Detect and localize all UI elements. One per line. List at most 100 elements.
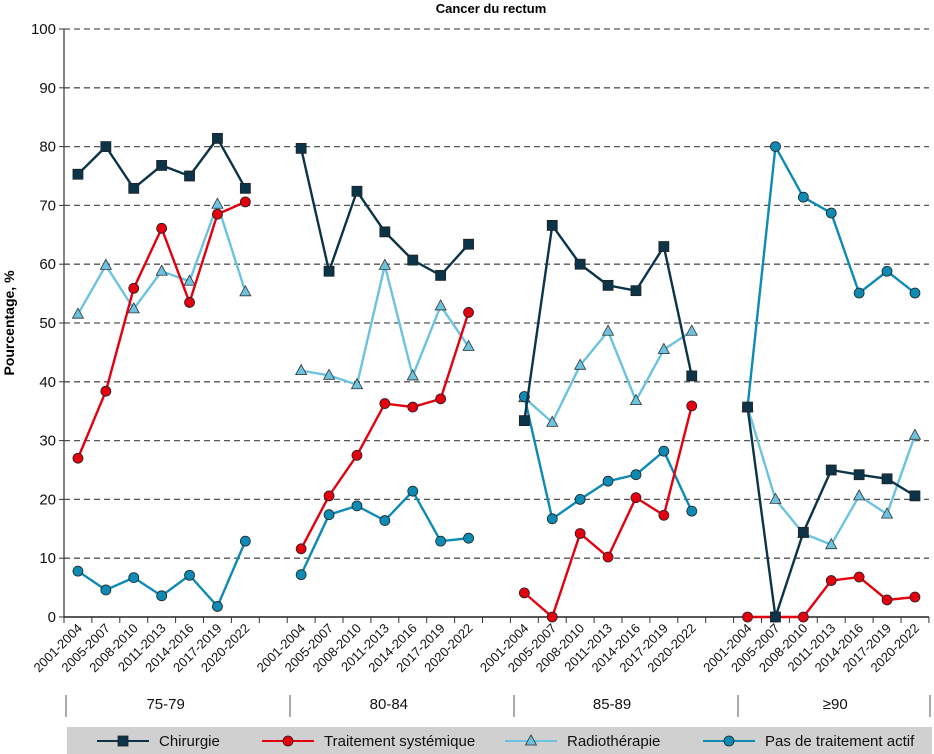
data-point — [434, 299, 447, 311]
data-point — [184, 170, 195, 182]
data-point — [546, 415, 559, 427]
legend-item: Pas de traitement actif — [703, 733, 915, 750]
legend-item: Traitement systémique — [262, 733, 475, 750]
data-point — [658, 445, 670, 457]
series-line — [76, 200, 246, 459]
chart-title: Cancer du rectum — [436, 1, 547, 16]
data-point — [435, 269, 447, 281]
data-point — [239, 535, 251, 547]
data-point — [407, 254, 419, 266]
series-line — [300, 264, 470, 386]
data-point — [295, 543, 307, 555]
data-point — [825, 575, 837, 586]
data-point — [211, 197, 224, 209]
group-label: 75-79 — [146, 696, 184, 713]
data-point — [685, 324, 698, 336]
legend: Chirurgie Traitement systémique Radiothéra… — [67, 727, 932, 754]
y-tick-label: 20 — [39, 491, 56, 508]
data-point — [323, 509, 335, 521]
data-point — [323, 265, 335, 277]
data-point — [853, 469, 865, 481]
series-radioth-rapie — [71, 197, 922, 550]
y-tick-label: 70 — [39, 197, 56, 214]
data-point — [351, 500, 363, 512]
series-line — [523, 330, 693, 424]
series-pas-de-traitement-actif — [72, 141, 921, 612]
legend-item: Chirurgie — [97, 733, 220, 750]
data-point — [602, 475, 614, 487]
data-point — [323, 490, 335, 502]
data-point — [602, 551, 614, 563]
legend-marker — [524, 734, 538, 746]
data-point — [574, 493, 586, 505]
series-chirurgie — [72, 132, 921, 623]
data-point — [435, 393, 447, 405]
data-point — [797, 191, 809, 203]
data-point — [770, 141, 781, 153]
data-point — [128, 572, 140, 584]
data-point — [407, 401, 419, 413]
data-point — [797, 526, 809, 538]
data-point — [881, 265, 893, 277]
data-point — [379, 226, 391, 238]
data-point — [601, 324, 615, 336]
data-point — [853, 571, 865, 583]
data-point — [463, 307, 474, 318]
data-point — [658, 241, 670, 252]
y-tick-label: 90 — [39, 80, 56, 97]
y-tick-label: 10 — [39, 550, 56, 567]
data-point — [880, 507, 894, 519]
data-point — [630, 492, 642, 504]
data-point — [350, 377, 364, 390]
data-point — [686, 400, 698, 412]
data-point — [351, 449, 363, 461]
data-point — [742, 611, 753, 623]
data-point — [72, 168, 84, 180]
data-point — [72, 565, 84, 577]
data-point — [630, 285, 642, 297]
data-point — [742, 401, 753, 413]
legend-label: Pas de traitement actif — [765, 733, 915, 750]
data-point — [825, 464, 837, 476]
series-line — [746, 145, 916, 408]
series-line — [299, 148, 470, 277]
y-axis-label: Pourcentage, % — [1, 270, 17, 376]
y-tick-label: 60 — [39, 256, 56, 273]
data-point — [239, 196, 251, 208]
y-tick-label: 100 — [31, 21, 56, 38]
data-point — [100, 385, 112, 397]
data-point — [825, 537, 838, 550]
y-tick-label: 30 — [39, 433, 56, 450]
data-point — [184, 569, 195, 581]
data-point — [379, 398, 391, 409]
data-point — [128, 282, 140, 294]
data-point — [322, 368, 336, 380]
y-tick-label: 80 — [39, 139, 56, 156]
data-point — [294, 363, 308, 376]
legend-marker — [117, 735, 129, 747]
group-label: 80-84 — [370, 696, 408, 713]
x-tick-labels: 2001-20042005-20072008-20102011-20132014… — [31, 621, 923, 676]
data-point — [546, 219, 558, 231]
data-point — [407, 485, 419, 497]
data-point — [184, 297, 195, 308]
y-tick-labels: 0 10 20 30 40 50 60 70 80 90 100 — [31, 21, 56, 626]
data-point — [574, 258, 586, 270]
data-point — [183, 274, 196, 286]
data-point — [128, 182, 140, 194]
data-point — [156, 160, 168, 171]
data-point — [72, 452, 84, 464]
plot-area — [71, 132, 922, 623]
data-point — [686, 505, 698, 517]
y-tick-label: 50 — [39, 315, 56, 332]
group-labels: 75-79 80-84 85-89 ≥90 — [65, 695, 931, 717]
data-point — [239, 182, 251, 194]
data-point — [518, 415, 530, 427]
data-point — [574, 528, 586, 539]
data-point — [156, 222, 168, 234]
data-point — [686, 370, 698, 382]
data-point — [156, 590, 168, 602]
data-point — [853, 287, 865, 299]
data-point — [881, 594, 893, 606]
